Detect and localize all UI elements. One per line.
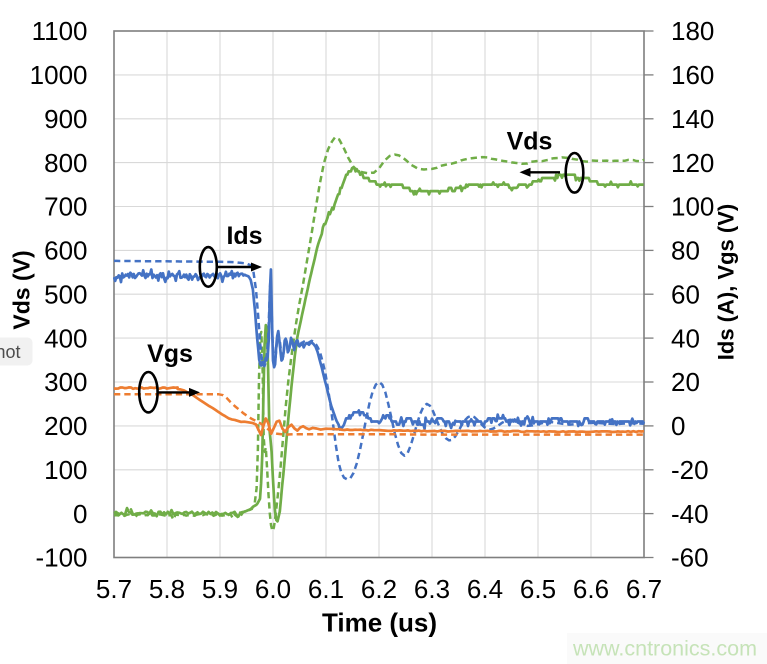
svg-text:500: 500 [44,279,87,309]
svg-text:-40: -40 [671,499,709,529]
svg-text:Time (us): Time (us) [322,608,437,638]
svg-text:160: 160 [671,60,714,90]
svg-text:www.cntronics.com: www.cntronics.com [572,637,757,661]
svg-text:800: 800 [44,148,87,178]
svg-text:Vds (V): Vds (V) [8,250,34,329]
svg-text:6.1: 6.1 [308,574,344,604]
svg-text:-20: -20 [671,455,709,485]
svg-text:200: 200 [44,411,87,441]
svg-text:6.5: 6.5 [520,574,556,604]
svg-text:900: 900 [44,104,87,134]
svg-text:1000: 1000 [30,60,88,90]
svg-text:180: 180 [671,16,714,46]
svg-text:6.6: 6.6 [573,574,609,604]
svg-text:6.3: 6.3 [414,574,450,604]
svg-text:140: 140 [671,104,714,134]
svg-text:300: 300 [44,367,87,397]
svg-text:-100: -100 [35,543,87,573]
svg-text:600: 600 [44,236,87,266]
svg-text:5.7: 5.7 [96,574,132,604]
svg-text:6.0: 6.0 [255,574,291,604]
svg-text:60: 60 [671,279,700,309]
svg-text:400: 400 [44,323,87,353]
svg-text:100: 100 [671,192,714,222]
svg-text:120: 120 [671,148,714,178]
svg-text:not: not [0,342,21,362]
svg-text:700: 700 [44,192,87,222]
svg-text:0: 0 [671,411,685,441]
svg-text:5.8: 5.8 [149,574,185,604]
svg-text:20: 20 [671,367,700,397]
svg-text:0: 0 [73,499,87,529]
svg-text:Ids (A), Vgs (V): Ids (A), Vgs (V) [714,204,739,360]
svg-text:-60: -60 [671,543,709,573]
svg-text:Vds: Vds [507,127,553,155]
svg-text:Ids: Ids [226,222,262,250]
svg-text:40: 40 [671,323,700,353]
svg-text:5.9: 5.9 [202,574,238,604]
svg-text:Vgs: Vgs [147,340,193,368]
svg-text:1100: 1100 [32,16,88,46]
svg-text:100: 100 [44,455,87,485]
svg-text:6.7: 6.7 [626,574,662,604]
svg-text:6.4: 6.4 [467,574,503,604]
svg-text:80: 80 [671,236,700,266]
svg-text:6.2: 6.2 [361,574,397,604]
